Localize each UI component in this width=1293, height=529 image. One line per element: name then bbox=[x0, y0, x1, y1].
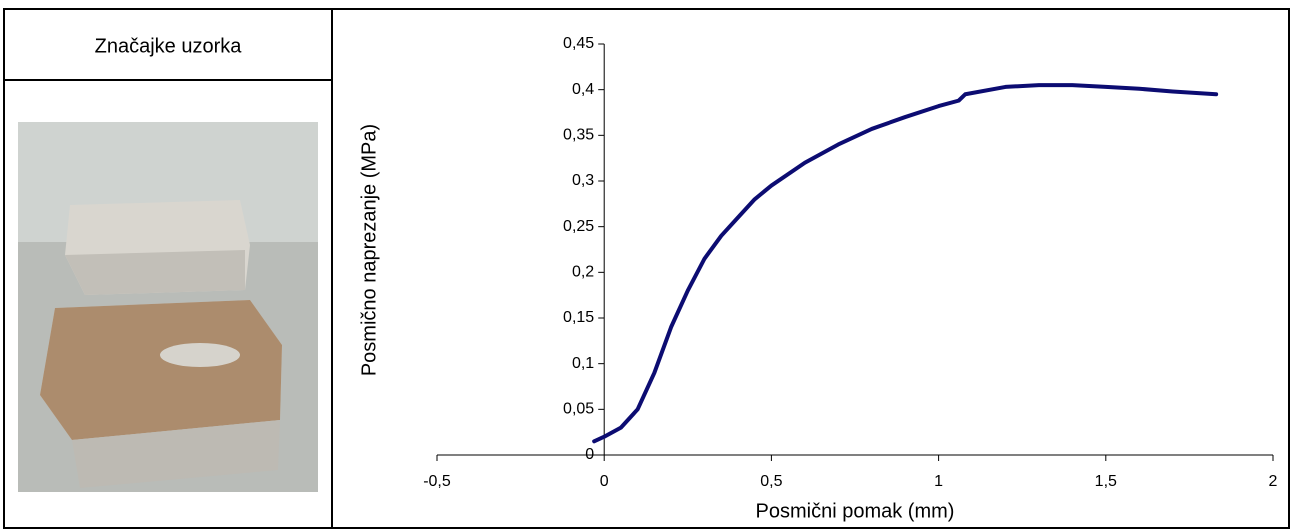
y-tick-label: 0,25 bbox=[563, 218, 594, 235]
data-line bbox=[592, 83, 1219, 444]
x-tick-label: 1 bbox=[934, 473, 943, 490]
x-tick-label: 0,5 bbox=[760, 473, 782, 490]
y-tick-label: 0,1 bbox=[572, 355, 594, 372]
y-tick-label: 0,35 bbox=[563, 127, 594, 144]
header-cell: Značajke uzorka bbox=[95, 35, 243, 57]
x-tick-label: 2 bbox=[1269, 473, 1278, 490]
y-axis-label: Posmično naprezanje (MPa) bbox=[358, 124, 380, 376]
y-tick-label: 0,3 bbox=[572, 172, 594, 189]
x-tick-label: 1,5 bbox=[1095, 473, 1117, 490]
y-tick-label: 0,2 bbox=[572, 264, 594, 281]
y-tick-label: 0,15 bbox=[563, 309, 594, 326]
x-axis-label: Posmični pomak (mm) bbox=[756, 500, 955, 522]
sample-photo bbox=[18, 122, 318, 492]
y-tick-label: 0,05 bbox=[563, 401, 594, 418]
y-tick-label: 0,45 bbox=[563, 35, 594, 52]
y-tick-label: 0,4 bbox=[572, 81, 594, 98]
x-tick-label: 0 bbox=[600, 473, 609, 490]
table-border bbox=[3, 8, 1290, 529]
y-tick-label: 0 bbox=[585, 446, 594, 463]
x-tick-label: -0,5 bbox=[423, 473, 451, 490]
